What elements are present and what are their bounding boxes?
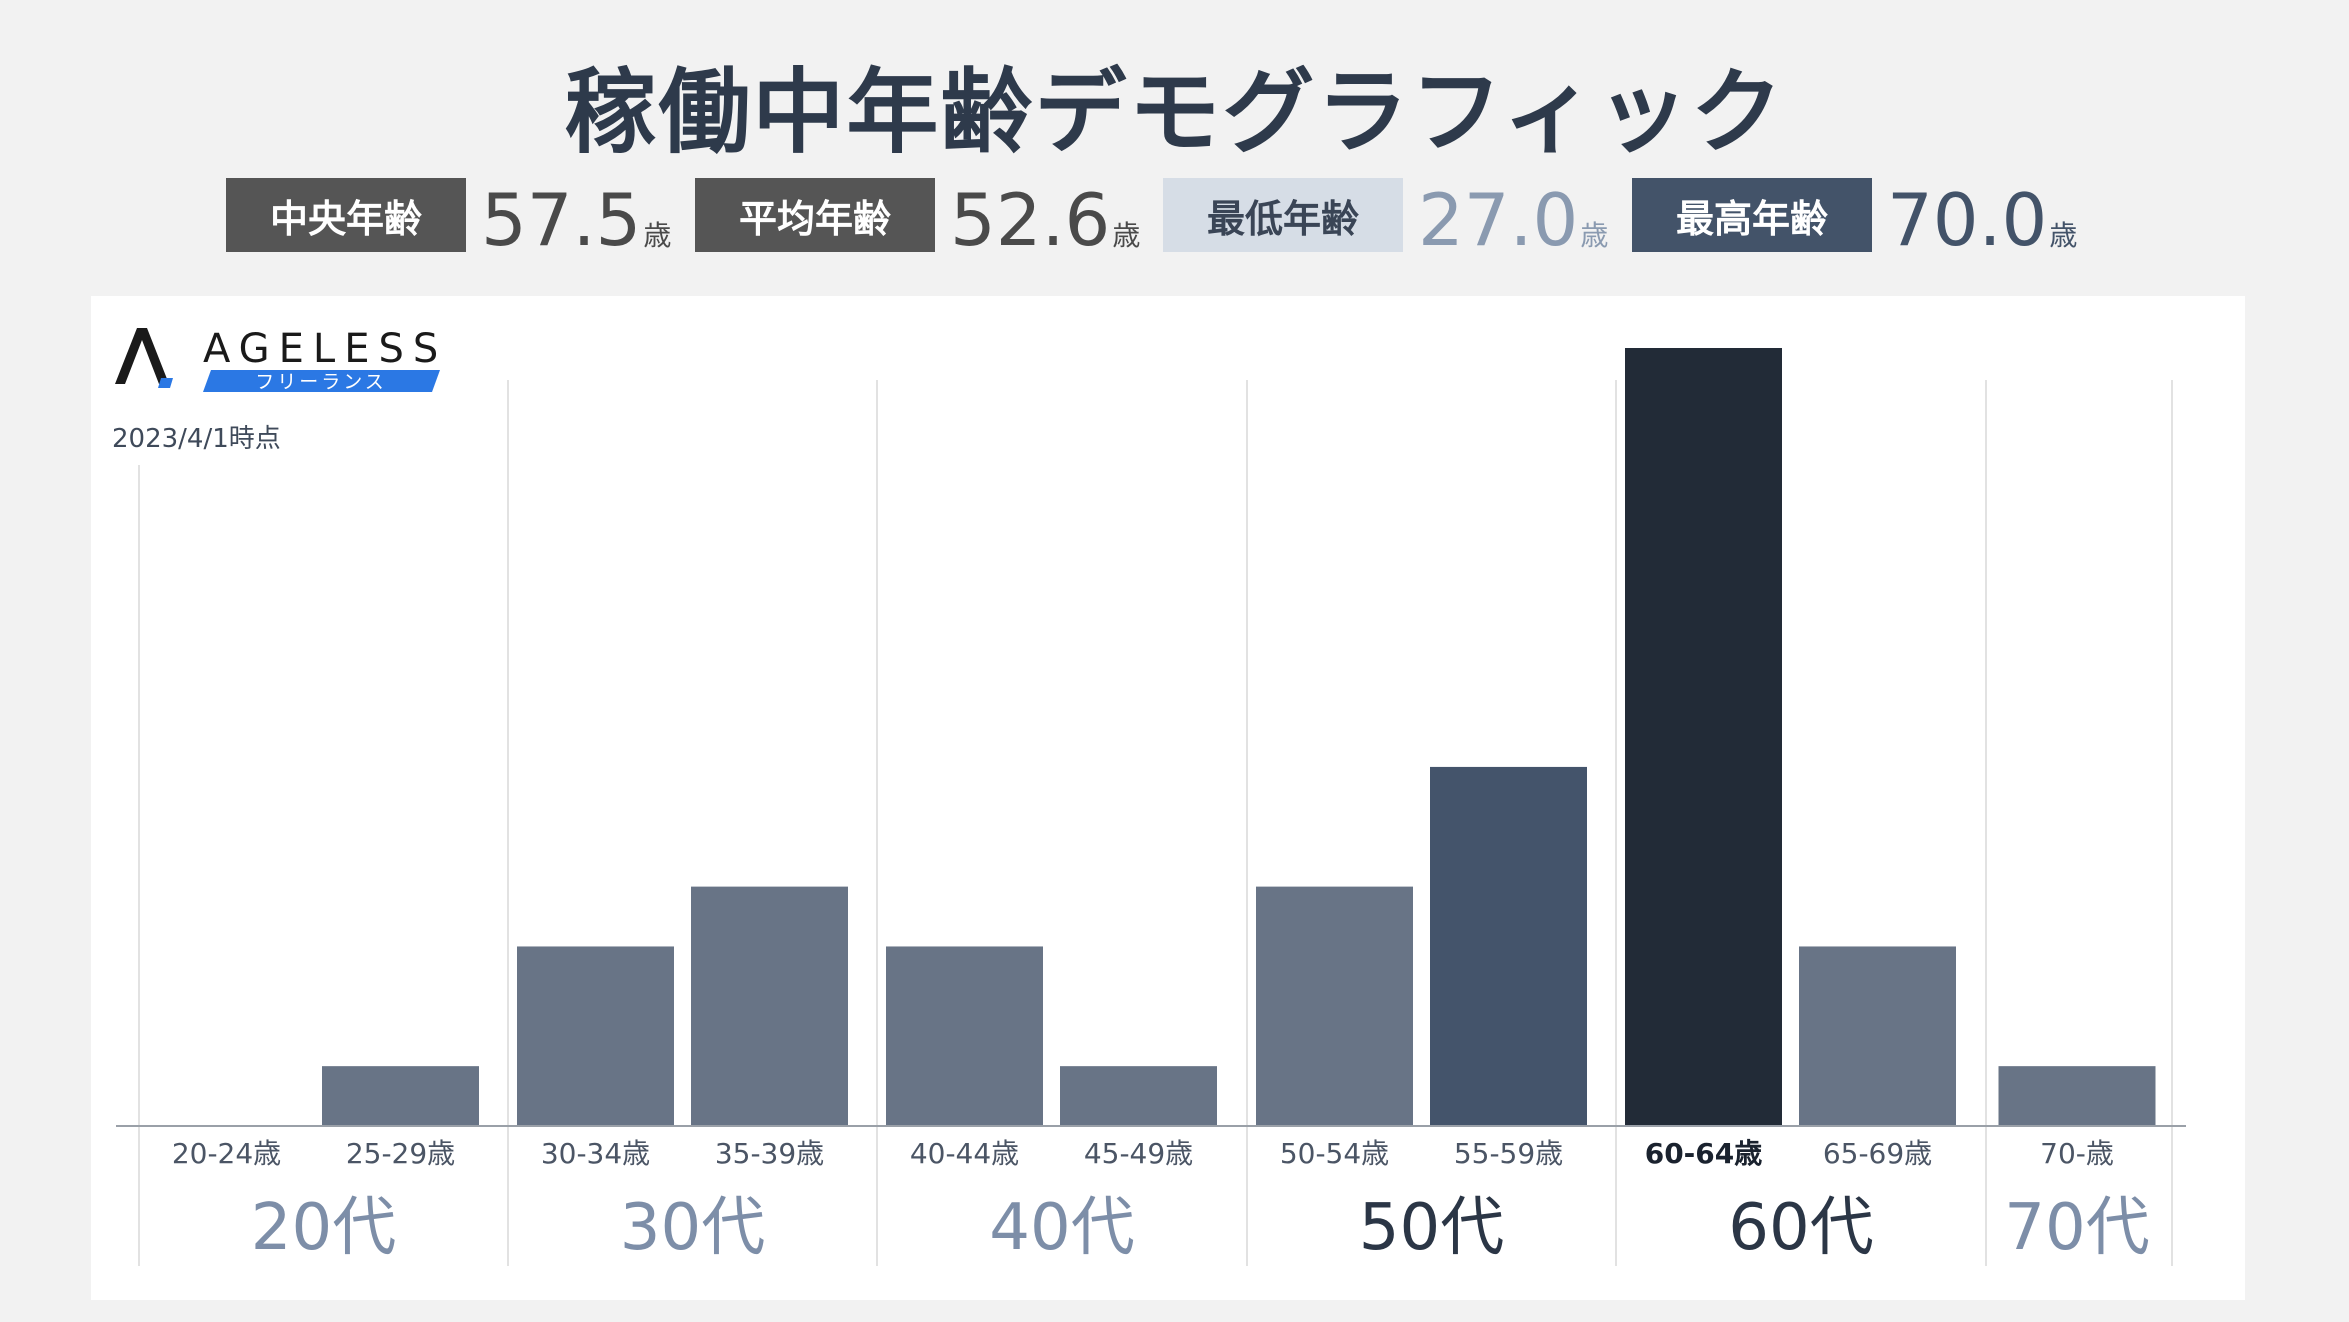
stat-label: 最低年齢 [1163,178,1403,252]
tick-label: 40-44歳 [910,1137,1019,1170]
tick-label: 45-49歳 [1084,1137,1193,1170]
stat-value: 52.6 [950,178,1111,262]
stat-value: 70.0 [1887,178,2048,262]
stat-unit: 歳 [1112,219,1141,252]
group-label: 30代 [620,1191,765,1265]
stat-value-wrap: 57.5歳 [481,184,671,256]
tick-label: 55-59歳 [1454,1137,1563,1170]
bar-45-49歳 [1060,1066,1217,1126]
tick-label: 30-34歳 [541,1137,650,1170]
chart-panel [91,296,2245,1300]
bar-25-29歳 [322,1066,479,1126]
group-label: 70代 [2004,1191,2149,1265]
bar-40-44歳 [886,946,1043,1126]
tick-label: 35-39歳 [715,1137,824,1170]
tick-label: 70-歳 [2040,1137,2114,1170]
tick-label: 65-69歳 [1823,1137,1932,1170]
stat-label: 平均年齢 [695,178,935,252]
as-of-date: 2023/4/1時点 [112,424,281,454]
stat-unit: 歳 [1580,219,1609,252]
group-label: 20代 [251,1191,396,1265]
logo-wordmark: AGELESS [203,326,447,372]
bar-50-54歳 [1256,886,1413,1126]
tick-label: 25-29歳 [346,1137,455,1170]
bar-35-39歳 [691,886,848,1126]
stat-unit: 歳 [643,219,672,252]
stat-label: 中央年齢 [226,178,466,252]
stat-value: 57.5 [481,178,642,262]
group-label: 60代 [1728,1191,1873,1265]
logo-mark-accent-icon [158,378,173,388]
tick-label: 60-64歳 [1645,1137,1763,1170]
bar-65-69歳 [1799,946,1956,1126]
page-title: 稼働中年齢デモグラフィック [564,59,1785,166]
bar-30-34歳 [517,946,674,1126]
logo-sub-bg [203,370,440,392]
stat-value-wrap: 27.0歳 [1418,184,1608,256]
tick-label: 50-54歳 [1280,1137,1389,1170]
logo-sub: フリーランス [255,371,387,393]
tick-label: 20-24歳 [172,1137,281,1170]
stat-value-wrap: 52.6歳 [950,184,1140,256]
bar-55-59歳 [1430,766,1587,1126]
ageless-logo: AGELESS フリーランス [115,326,447,393]
bar-60-64歳 [1625,348,1782,1126]
bar-70-歳 [1998,1066,2156,1126]
group-label: 40代 [989,1191,1134,1265]
stat-value-wrap: 70.0歳 [1887,184,2077,256]
group-label: 50代 [1359,1191,1504,1265]
logo-mark-icon [115,328,169,384]
stat-unit: 歳 [2049,219,2078,252]
stat-label: 最高年齢 [1632,178,1872,252]
stat-value: 27.0 [1418,178,1579,262]
